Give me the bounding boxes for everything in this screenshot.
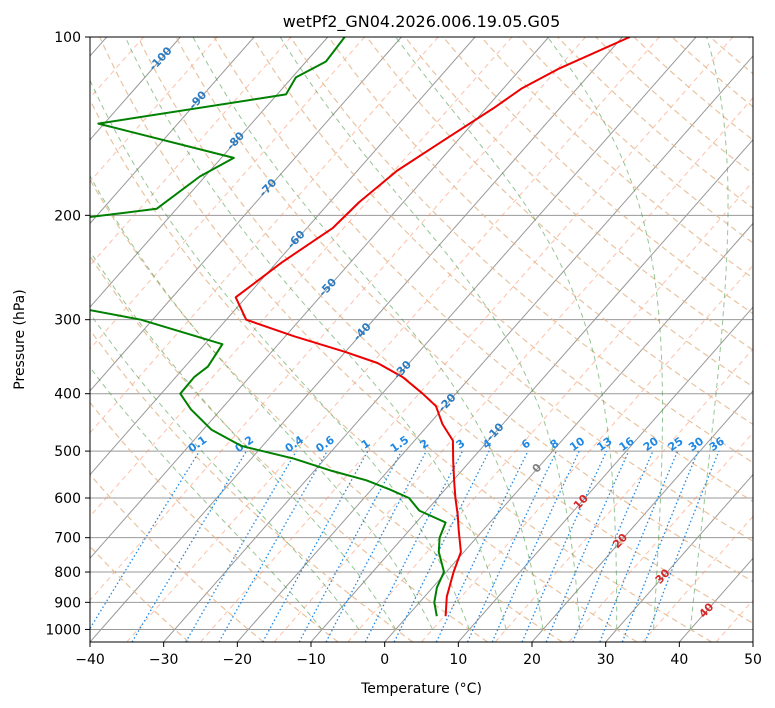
isotherm-line — [90, 37, 402, 392]
moist-adiabat-line — [192, 37, 544, 630]
dry-adiabat-line — [90, 401, 339, 642]
mixing-ratio-line — [218, 450, 328, 642]
y-tick-label: 200 — [54, 208, 81, 224]
dry-adiabat-line — [90, 545, 190, 642]
plot-frame — [89, 36, 754, 643]
sounding-line — [234, 37, 631, 617]
moist-adiabat-line — [90, 312, 360, 630]
moist-adiabat-line — [547, 37, 663, 630]
isotherm-line — [90, 37, 255, 225]
mixing-ratio-line — [90, 450, 201, 630]
y-tick-label: 600 — [54, 491, 81, 507]
isotherm-line — [384, 222, 753, 642]
dry-adiabat-line — [251, 37, 753, 503]
mixing-ratio-line — [644, 450, 720, 642]
x-tick-label: −30 — [149, 652, 179, 668]
axis-ticks: −40 −30 −20 −10 0 10 20 30 40 50 100 200 300 400 500 60… — [45, 30, 762, 668]
moist-adiabat-line — [279, 37, 581, 630]
dry-adiabat-line — [90, 98, 638, 642]
x-tick-label: 30 — [597, 652, 615, 668]
mixing-ratio-line — [298, 450, 403, 642]
y-tick-label: 400 — [54, 387, 81, 403]
isotherm-line — [605, 473, 753, 642]
isotherm-line — [163, 37, 697, 642]
x-tick-label: 0 — [380, 652, 389, 668]
y-tick-label: 800 — [54, 565, 81, 581]
isotherm-line — [457, 306, 753, 642]
isotherm-line — [90, 37, 181, 141]
x-tick-label: 20 — [523, 652, 541, 668]
mixing-ratio-line — [572, 450, 654, 642]
dry-adiabat-line — [90, 178, 563, 642]
mixing-ratio-line — [393, 450, 490, 642]
x-tick-label: 40 — [670, 652, 688, 668]
dry-adiabat-line — [175, 37, 753, 583]
x-axis-title: Temperature (°C) — [360, 681, 482, 697]
dry-adiabat-line — [90, 473, 264, 642]
plot-area: 0.1 0.2 0.4 0.6 1 1.5 2 3 4 6 8 10 13 16 20 25 30 36 -100… — [90, 37, 753, 642]
mixing-ratio-line — [599, 450, 679, 642]
mixing-ratio-line — [521, 450, 608, 642]
x-tick-label: −40 — [75, 652, 105, 668]
dry-adiabat-line — [90, 328, 414, 642]
isotherm-line — [531, 390, 753, 642]
mixing-ratio-line — [545, 450, 630, 642]
mixing-ratio-line — [364, 450, 464, 642]
dry-adiabat-line — [366, 37, 753, 388]
dry-adiabat-line — [290, 37, 753, 464]
moist-adiabat-line — [90, 175, 433, 630]
y-tick-label: 900 — [54, 595, 81, 611]
isotherm-line — [236, 55, 753, 642]
y-tick-label: 700 — [54, 531, 81, 547]
chart-title: wetPf2_GN04.2026.006.19.05.G05 — [283, 12, 561, 32]
y-tick-label: 300 — [54, 313, 81, 329]
sounding-series — [90, 37, 631, 617]
x-tick-label: 50 — [744, 652, 762, 668]
x-tick-label: −10 — [296, 652, 326, 668]
mixing-ratio-line — [262, 450, 369, 642]
isotherm-line — [90, 37, 329, 308]
moist-adiabat-line — [689, 37, 729, 630]
mixing-ratio-line — [621, 450, 699, 642]
sounding-line — [90, 37, 447, 617]
isotherm-line — [90, 37, 550, 560]
dry-adiabat-line — [137, 37, 753, 624]
moist-adiabat-line — [90, 250, 397, 630]
x-tick-label: −20 — [223, 652, 253, 668]
isotherm-lines — [90, 37, 753, 642]
dry-adiabat-line — [90, 254, 488, 642]
y-tick-label: 1000 — [45, 622, 81, 638]
moist-adiabat-line — [124, 37, 507, 630]
dry-adiabat-line — [213, 37, 753, 542]
moist-adiabat-line — [395, 37, 618, 630]
pressure-gridlines — [90, 37, 753, 630]
x-tick-label: 10 — [449, 652, 467, 668]
y-tick-label: 500 — [54, 444, 81, 460]
y-tick-label: 100 — [54, 30, 81, 46]
dry-adiabat-line — [328, 37, 753, 426]
isotherm-line — [90, 37, 623, 642]
y-axis-title: Pressure (hPa) — [12, 289, 28, 389]
